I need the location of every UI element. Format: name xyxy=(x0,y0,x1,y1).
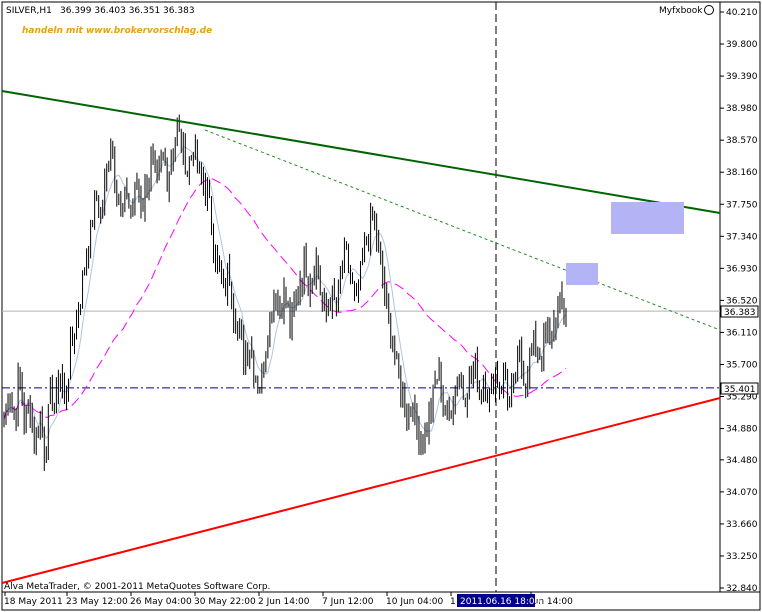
y-tick-label: 34.070 xyxy=(726,488,758,498)
support-trend-line xyxy=(1,397,721,584)
y-tick-label: 33.250 xyxy=(726,552,758,562)
x-tick-label: Jun 14:00 xyxy=(529,597,573,607)
x-tick-label: 10 Jun 04:00 xyxy=(386,597,443,607)
current-price-tag: 36.383 xyxy=(724,308,756,318)
plot-area[interactable] xyxy=(1,1,721,593)
y-tick-label: 34.480 xyxy=(726,456,758,466)
price-axis-ticks: 40.210 39.800 39.390 38.980 38.570 38.160 37.7… xyxy=(720,8,758,594)
ohlc-readout: 36.399 36.403 36.351 36.383 xyxy=(60,6,195,16)
x-tick-label: 23 May 12:00 xyxy=(66,597,128,607)
brand-label: Myfxbook xyxy=(659,6,703,16)
target-box-lower xyxy=(566,263,598,285)
fast-moving-average-line xyxy=(3,146,567,440)
y-tick-label: 35.700 xyxy=(726,360,758,370)
target-boxes xyxy=(566,202,684,285)
y-tick-label: 39.390 xyxy=(726,72,758,82)
x-tick-label: 7 Jun 12:00 xyxy=(322,597,374,607)
y-tick-label: 32.840 xyxy=(726,584,758,594)
y-tick-label: 37.340 xyxy=(726,232,758,242)
x-tick-label: 30 May 22:00 xyxy=(194,597,256,607)
slow-moving-average-line xyxy=(3,178,567,420)
y-tick-label: 40.210 xyxy=(726,8,758,18)
time-axis-ticks: 18 May 2011 23 May 12:00 26 May 04:00 30 Ma… xyxy=(4,592,573,607)
x-tick-label: 18 May 2011 xyxy=(4,597,63,607)
y-tick-label: 39.800 xyxy=(726,40,758,50)
x-tick-label: 26 May 04:00 xyxy=(130,597,192,607)
resistance-trend-line xyxy=(1,90,721,214)
crosshair-time-tag: 2011.06.16 18:00 xyxy=(460,597,541,607)
y-tick-label: 35.290 xyxy=(726,393,758,403)
y-tick-label: 36.110 xyxy=(726,328,758,338)
grid-lines xyxy=(2,2,720,592)
trend-lines xyxy=(1,90,721,584)
symbol-label: SILVER,H1 xyxy=(6,6,52,16)
y-tick-label: 33.660 xyxy=(726,520,758,530)
price-axis-area xyxy=(719,1,761,593)
footer-copyright: Alva MetaTrader, © 2001-2011 MetaQuotes … xyxy=(4,582,270,592)
y-tick-label: 38.980 xyxy=(726,104,758,114)
time-axis-area xyxy=(1,591,761,611)
brand-logo-icon xyxy=(704,5,714,15)
target-box-upper xyxy=(611,202,684,234)
candlestick-series xyxy=(3,114,567,472)
y-tick-label: 38.570 xyxy=(726,136,758,146)
crosshair-price-tag-bg xyxy=(720,382,759,395)
y-tick-label: 37.750 xyxy=(726,200,758,210)
crosshair-price-tag: 35.401 xyxy=(724,385,756,395)
y-tick-label: 38.160 xyxy=(726,168,758,178)
y-tick-label: 36.520 xyxy=(726,296,758,306)
x-tick-label: 1 xyxy=(450,597,456,607)
current-price-tag-bg xyxy=(720,305,759,318)
crosshair-time-tag-bg xyxy=(457,594,535,607)
y-tick-label: 34.880 xyxy=(726,425,758,435)
x-tick-label: 2 Jun 14:00 xyxy=(258,597,310,607)
promo-text: handeln mit www.brokervorschlag.de xyxy=(22,26,212,36)
dotted-trend-line xyxy=(204,129,721,331)
y-tick-label: 36.930 xyxy=(726,264,758,274)
moving-averages xyxy=(3,146,567,440)
